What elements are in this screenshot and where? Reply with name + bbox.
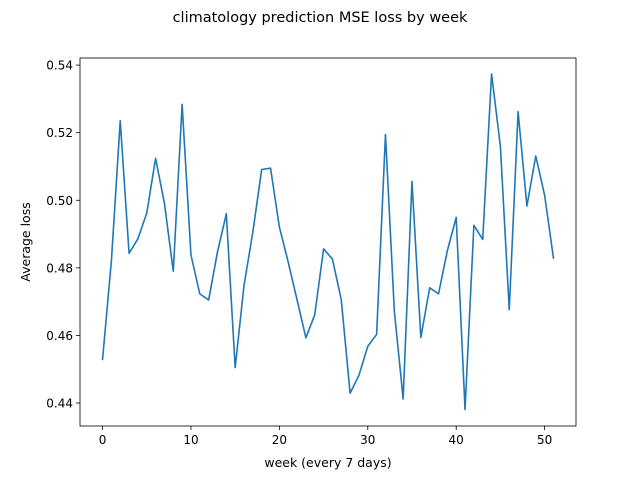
x-tick-label: 30: [360, 433, 375, 447]
x-tick-label: 50: [537, 433, 552, 447]
y-tick-label: 0.46: [46, 329, 73, 343]
x-tick-label: 10: [183, 433, 198, 447]
y-axis-label: Average loss: [18, 202, 33, 281]
x-tick-label: 20: [272, 433, 287, 447]
y-tick-label: 0.50: [46, 194, 73, 208]
plot-area: 0 10 20 30 40 50 0.44 0.46 0.48 0.50 0.52 0.54: [46, 57, 577, 447]
y-tick-label: 0.44: [46, 397, 73, 411]
chart-title: climatology prediction MSE loss by week: [173, 10, 468, 26]
axes-frame: [79, 57, 577, 427]
series-line: [101, 73, 555, 411]
x-axis-label: week (every 7 days): [264, 455, 391, 470]
y-tick-label: 0.52: [46, 126, 73, 140]
x-tick-label: 0: [99, 433, 107, 447]
x-tick-label: 40: [449, 433, 464, 447]
y-tick-label: 0.54: [46, 59, 73, 73]
y-tick-label: 0.48: [46, 261, 73, 275]
